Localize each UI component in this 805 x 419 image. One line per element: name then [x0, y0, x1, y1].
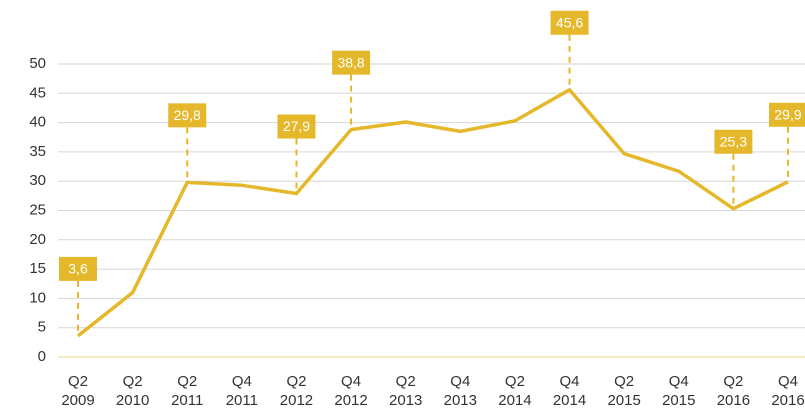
label-box: [714, 129, 753, 154]
x-tick-label: Q2 2009: [61, 373, 95, 409]
x-tick-label: Q2 2013: [389, 373, 423, 409]
y-tick-label: 20: [29, 231, 46, 248]
label-box: [550, 10, 589, 35]
y-tick-label: 25: [29, 201, 46, 218]
y-tick-label: 50: [29, 55, 46, 72]
line: [76, 88, 789, 338]
value-label: 25,3: [720, 133, 747, 149]
value-label: 38,8: [337, 54, 364, 70]
y-tick-label: 5: [38, 319, 46, 336]
value-label: 45,6: [556, 14, 583, 30]
x-tick-label: Q4 2015: [662, 373, 696, 409]
label-box: [168, 103, 207, 128]
label-box: [769, 102, 805, 127]
value-label: 29,9: [774, 106, 801, 122]
y-tick-label: 30: [29, 172, 46, 189]
x-tick-label: Q2 2014: [498, 373, 532, 409]
x-tick-label: Q2 2015: [607, 373, 641, 409]
y-tick-label: 40: [29, 114, 46, 131]
y-tick-label: 0: [38, 348, 46, 365]
label-box: [59, 256, 97, 281]
y-tick-label: 10: [29, 289, 46, 306]
x-tick-label: Q4 2011: [225, 373, 258, 409]
x-tick-label: Q2 2011: [171, 373, 204, 409]
value-label: 3,6: [68, 261, 88, 277]
y-tick-label: 35: [29, 143, 46, 160]
x-tick-label: Q4 2016: [771, 373, 805, 409]
y-tick-label: 15: [29, 260, 46, 277]
y-tick-label: 45: [29, 84, 46, 101]
label-box: [332, 50, 371, 75]
x-tick-label: Q2 2010: [115, 373, 150, 409]
x-tick-label: Q2 2012: [279, 373, 314, 409]
value-label: 27,9: [283, 118, 310, 134]
value-label: 29,8: [174, 107, 201, 123]
x-tick-label: Q4 2014: [552, 373, 587, 409]
x-tick-label: Q4 2013: [443, 373, 477, 409]
label-box: [277, 114, 316, 139]
x-tick-label: Q4 2012: [334, 373, 368, 409]
x-tick-label: Q2 2016: [716, 373, 751, 409]
